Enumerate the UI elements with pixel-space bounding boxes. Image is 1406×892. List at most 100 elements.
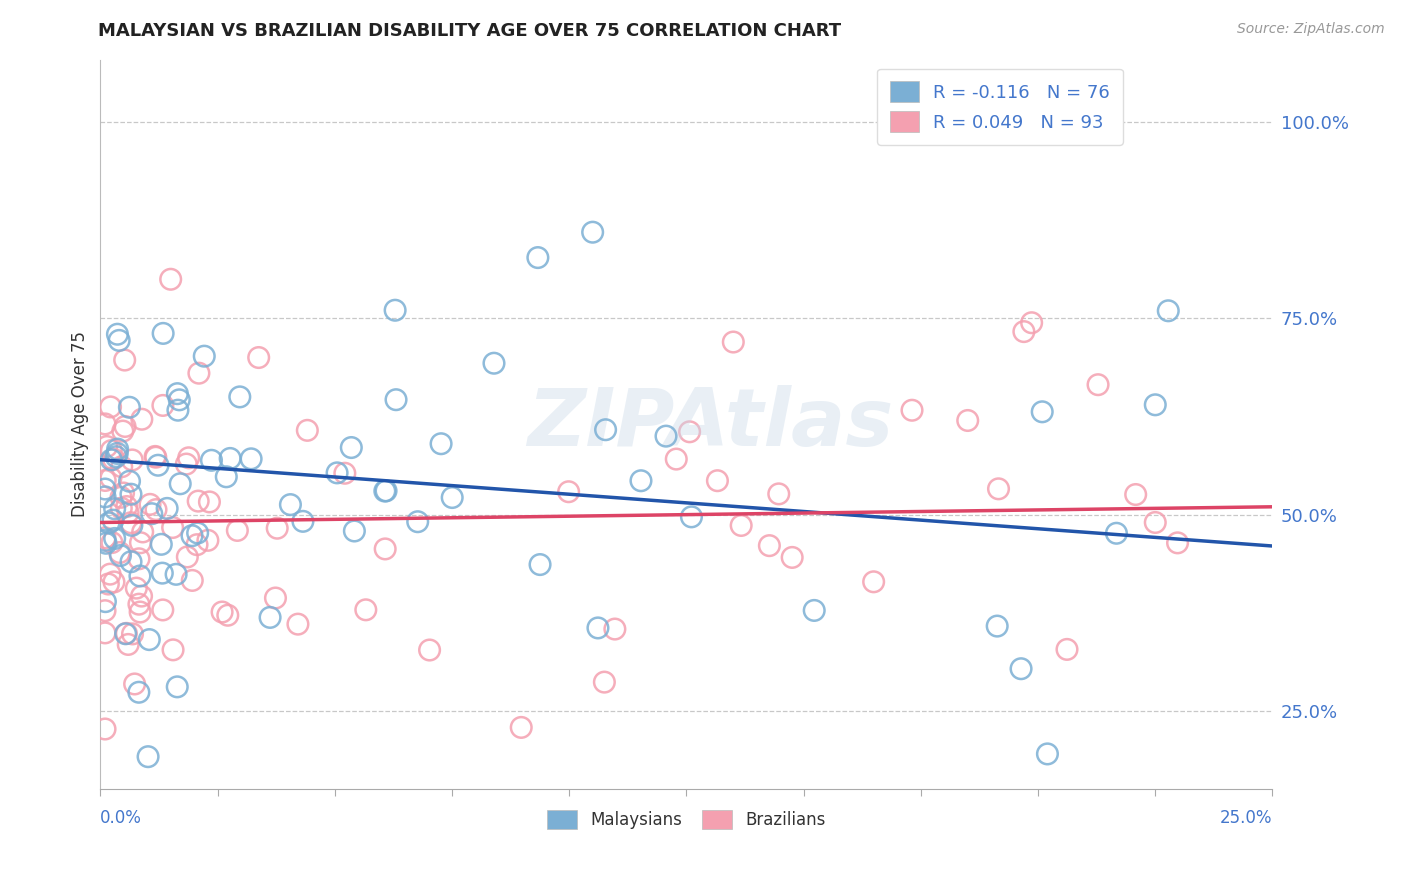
Point [229, 390, 252, 404]
Point [121, 453, 143, 467]
Point [97, 577, 120, 591]
Point [1157, 303, 1180, 318]
Y-axis label: Disability Age Over 75: Disability Age Over 75 [72, 332, 89, 517]
Point [333, 467, 356, 481]
Point [678, 425, 700, 439]
Point [94, 474, 117, 488]
Point [1056, 642, 1078, 657]
Point [110, 491, 132, 505]
Point [152, 603, 174, 617]
Point [595, 423, 617, 437]
Point [768, 487, 790, 501]
Point [169, 476, 191, 491]
Point [510, 720, 533, 734]
Point [125, 581, 148, 595]
Point [681, 509, 703, 524]
Point [98, 516, 121, 530]
Point [94, 531, 117, 545]
Point [117, 506, 139, 520]
Point [259, 610, 281, 624]
Point [117, 637, 139, 651]
Point [176, 549, 198, 564]
Point [146, 458, 169, 473]
Point [340, 441, 363, 455]
Point [200, 453, 222, 467]
Point [114, 419, 136, 434]
Point [94, 417, 117, 431]
Point [107, 442, 129, 456]
Point [101, 513, 124, 527]
Point [1031, 405, 1053, 419]
Point [529, 558, 551, 572]
Point [138, 632, 160, 647]
Point [114, 353, 136, 368]
Point [94, 626, 117, 640]
Point [145, 450, 167, 465]
Point [167, 403, 190, 417]
Point [103, 452, 125, 467]
Point [557, 484, 579, 499]
Point [100, 443, 122, 458]
Point [107, 327, 129, 342]
Point [665, 452, 688, 467]
Point [101, 535, 124, 549]
Point [115, 626, 138, 640]
Point [630, 474, 652, 488]
Point [582, 225, 605, 239]
Point [655, 429, 678, 443]
Point [211, 605, 233, 619]
Point [94, 490, 117, 504]
Point [150, 537, 173, 551]
Point [730, 518, 752, 533]
Point [165, 567, 187, 582]
Point [111, 459, 134, 474]
Point [105, 446, 128, 460]
Point [280, 498, 302, 512]
Point [385, 392, 408, 407]
Point [156, 501, 179, 516]
Point [100, 471, 122, 485]
Point [176, 457, 198, 471]
Point [124, 677, 146, 691]
Point [115, 500, 138, 514]
Point [94, 536, 117, 550]
Text: 25.0%: 25.0% [1220, 809, 1272, 827]
Point [240, 451, 263, 466]
Point [354, 603, 377, 617]
Point [1012, 325, 1035, 339]
Point [419, 643, 441, 657]
Point [181, 529, 204, 543]
Point [593, 675, 616, 690]
Point [986, 619, 1008, 633]
Point [159, 272, 181, 286]
Point [1087, 377, 1109, 392]
Point [482, 356, 505, 370]
Point [129, 535, 152, 549]
Point [100, 452, 122, 467]
Point [177, 450, 200, 465]
Point [723, 334, 745, 349]
Point [217, 608, 239, 623]
Point [166, 680, 188, 694]
Point [166, 386, 188, 401]
Point [169, 392, 191, 407]
Point [374, 484, 396, 499]
Point [152, 399, 174, 413]
Legend: Malaysians, Brazilians: Malaysians, Brazilians [540, 803, 832, 836]
Point [128, 685, 150, 699]
Point [758, 539, 780, 553]
Point [152, 326, 174, 341]
Point [368, 805, 391, 820]
Point [131, 524, 153, 539]
Point [706, 474, 728, 488]
Point [108, 545, 131, 559]
Point [104, 501, 127, 516]
Point [603, 622, 626, 636]
Point [139, 497, 162, 511]
Point [100, 400, 122, 414]
Point [94, 722, 117, 736]
Point [118, 401, 141, 415]
Point [129, 569, 152, 583]
Point [162, 520, 184, 534]
Point [114, 626, 136, 640]
